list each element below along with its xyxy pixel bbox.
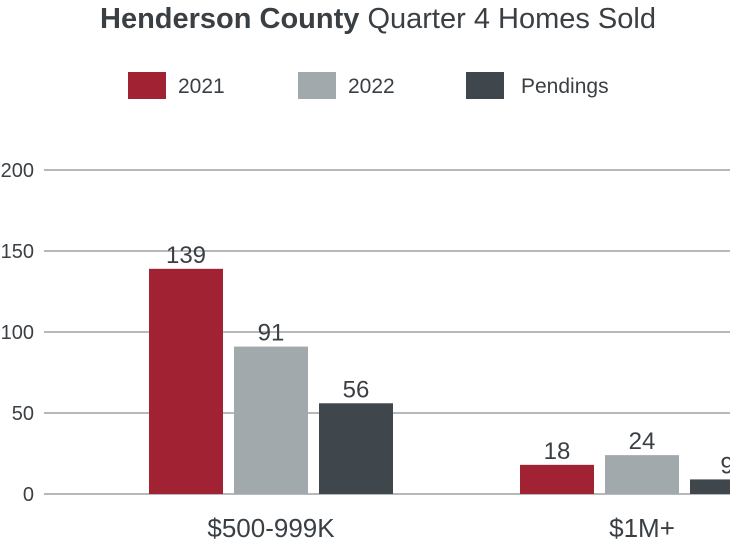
- chart-title: Henderson County Quarter 4 Homes Sold: [100, 3, 656, 35]
- data-label: 18: [544, 438, 571, 465]
- category-label: $500-999K: [207, 513, 335, 543]
- legend-item: 2021: [128, 72, 225, 99]
- legend-swatch: [298, 72, 336, 99]
- y-tick-label: 100: [1, 322, 34, 344]
- bar: [605, 455, 679, 494]
- category-label: $1M+: [609, 513, 675, 543]
- legend: 2021 2022 Pendings: [128, 72, 609, 99]
- legend-label: 2022: [348, 75, 395, 98]
- data-label: 56: [343, 376, 370, 403]
- bar: [319, 403, 393, 494]
- legend-swatch: [128, 72, 166, 99]
- labels: 139 91 56 $500-999K 18 24 9 $1M+: [166, 242, 730, 543]
- chart-title-bold: Henderson County: [100, 3, 359, 35]
- data-label: 24: [629, 428, 656, 455]
- y-tick-label: 150: [1, 241, 34, 263]
- legend-label: Pendings: [521, 75, 609, 98]
- y-tick-label: 0: [23, 484, 34, 506]
- data-label: 9: [720, 452, 730, 479]
- legend-label: 2021: [178, 75, 225, 98]
- legend-swatch: [466, 72, 504, 99]
- chart-title-rest: Quarter 4 Homes Sold: [359, 3, 656, 35]
- bars: [149, 268, 730, 494]
- bar: [690, 479, 730, 494]
- y-tick-label: 50: [12, 403, 34, 425]
- data-label: 139: [166, 242, 206, 269]
- bar: [149, 268, 223, 494]
- data-label: 91: [258, 320, 285, 347]
- bar: [520, 464, 594, 494]
- legend-item: 2022: [298, 72, 395, 99]
- y-tick-label: 200: [1, 160, 34, 182]
- legend-item: Pendings: [466, 72, 609, 99]
- bar: [234, 346, 308, 494]
